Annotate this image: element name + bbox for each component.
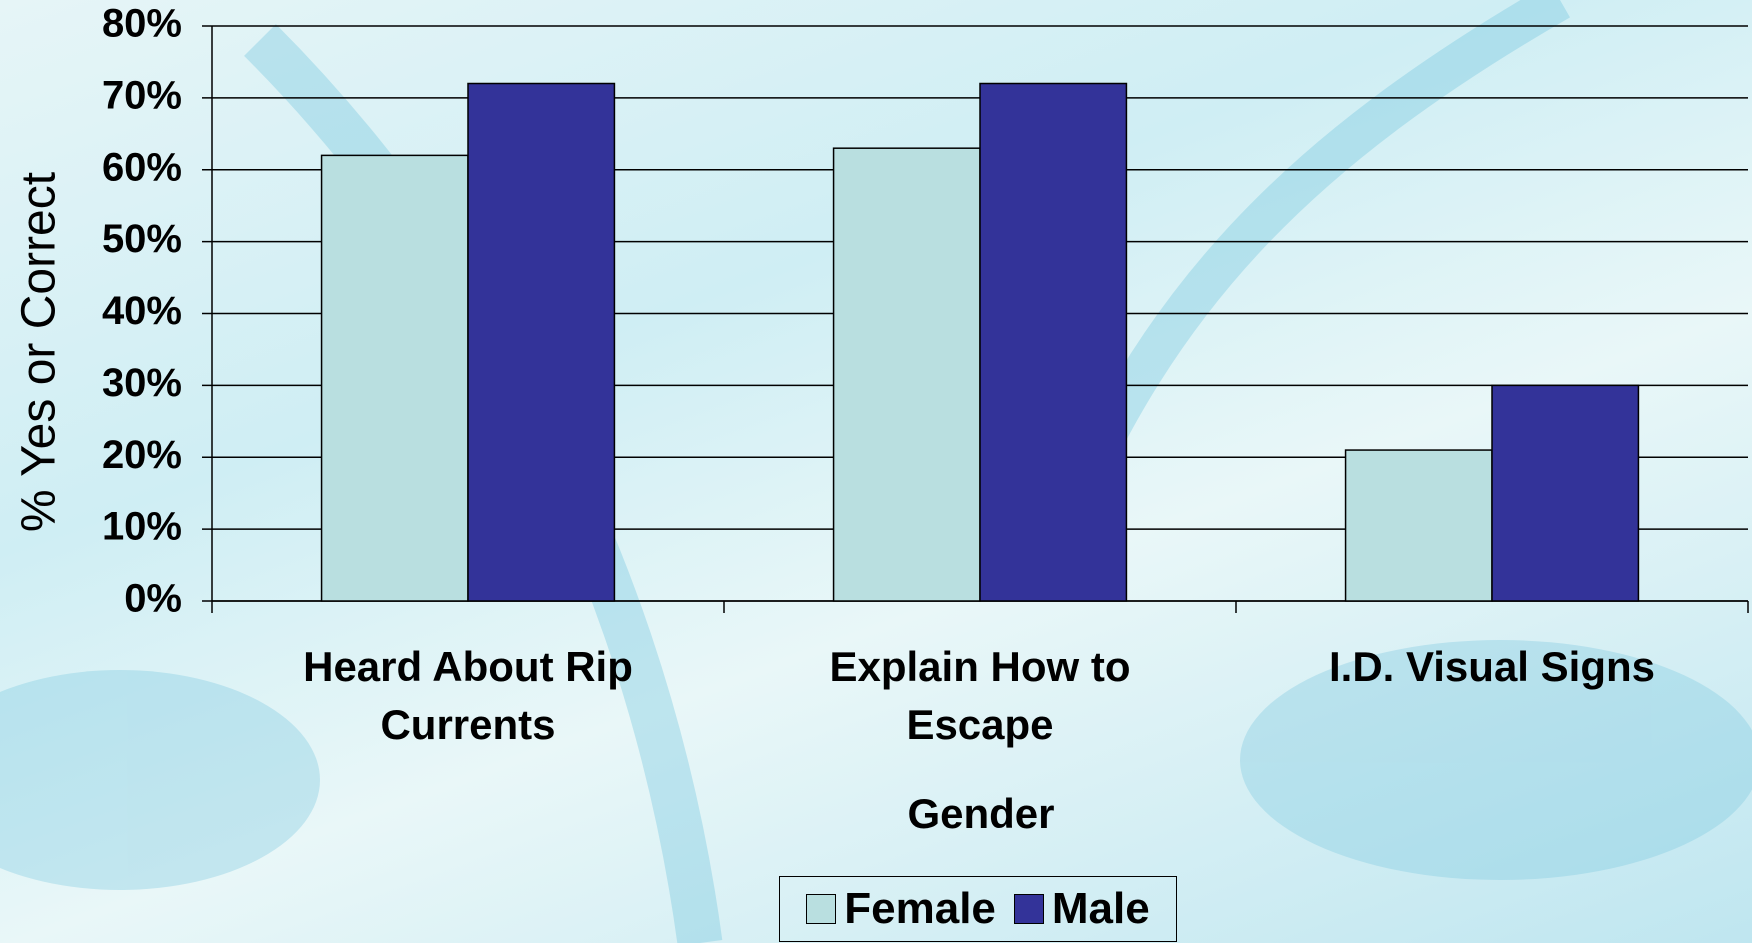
y-tick-label: 20% bbox=[102, 433, 182, 477]
bar bbox=[467, 82, 616, 602]
legend-item: Male bbox=[1013, 884, 1150, 934]
legend: Female Male bbox=[779, 876, 1177, 942]
x-axis-title: Gender bbox=[907, 790, 1055, 837]
y-tick-label: 40% bbox=[102, 289, 182, 333]
y-tick-label: 0% bbox=[124, 577, 182, 621]
y-tick-label: 60% bbox=[102, 145, 182, 189]
bar bbox=[979, 82, 1128, 602]
bar bbox=[320, 154, 469, 602]
y-axis-title: % Yes or Correct bbox=[13, 172, 66, 532]
legend-swatch bbox=[806, 894, 837, 924]
y-tick-label: 10% bbox=[102, 505, 182, 549]
x-tick-label: Heard About Rip Currents bbox=[303, 643, 633, 748]
y-tick-label: 80% bbox=[102, 2, 182, 46]
y-tick-label: 30% bbox=[102, 361, 182, 405]
bar bbox=[1344, 449, 1493, 602]
legend-item: Female bbox=[806, 884, 996, 934]
bar bbox=[1491, 384, 1640, 602]
x-tick-label: I.D. Visual Signs bbox=[1329, 643, 1655, 690]
y-tick-label: 50% bbox=[102, 217, 182, 261]
legend-label: Female bbox=[844, 884, 996, 933]
bar bbox=[832, 147, 981, 602]
y-tick-label: 70% bbox=[102, 73, 182, 117]
legend-swatch bbox=[1013, 894, 1044, 924]
x-tick-label: Explain How to Escape bbox=[829, 643, 1131, 748]
legend-label: Male bbox=[1051, 884, 1150, 933]
